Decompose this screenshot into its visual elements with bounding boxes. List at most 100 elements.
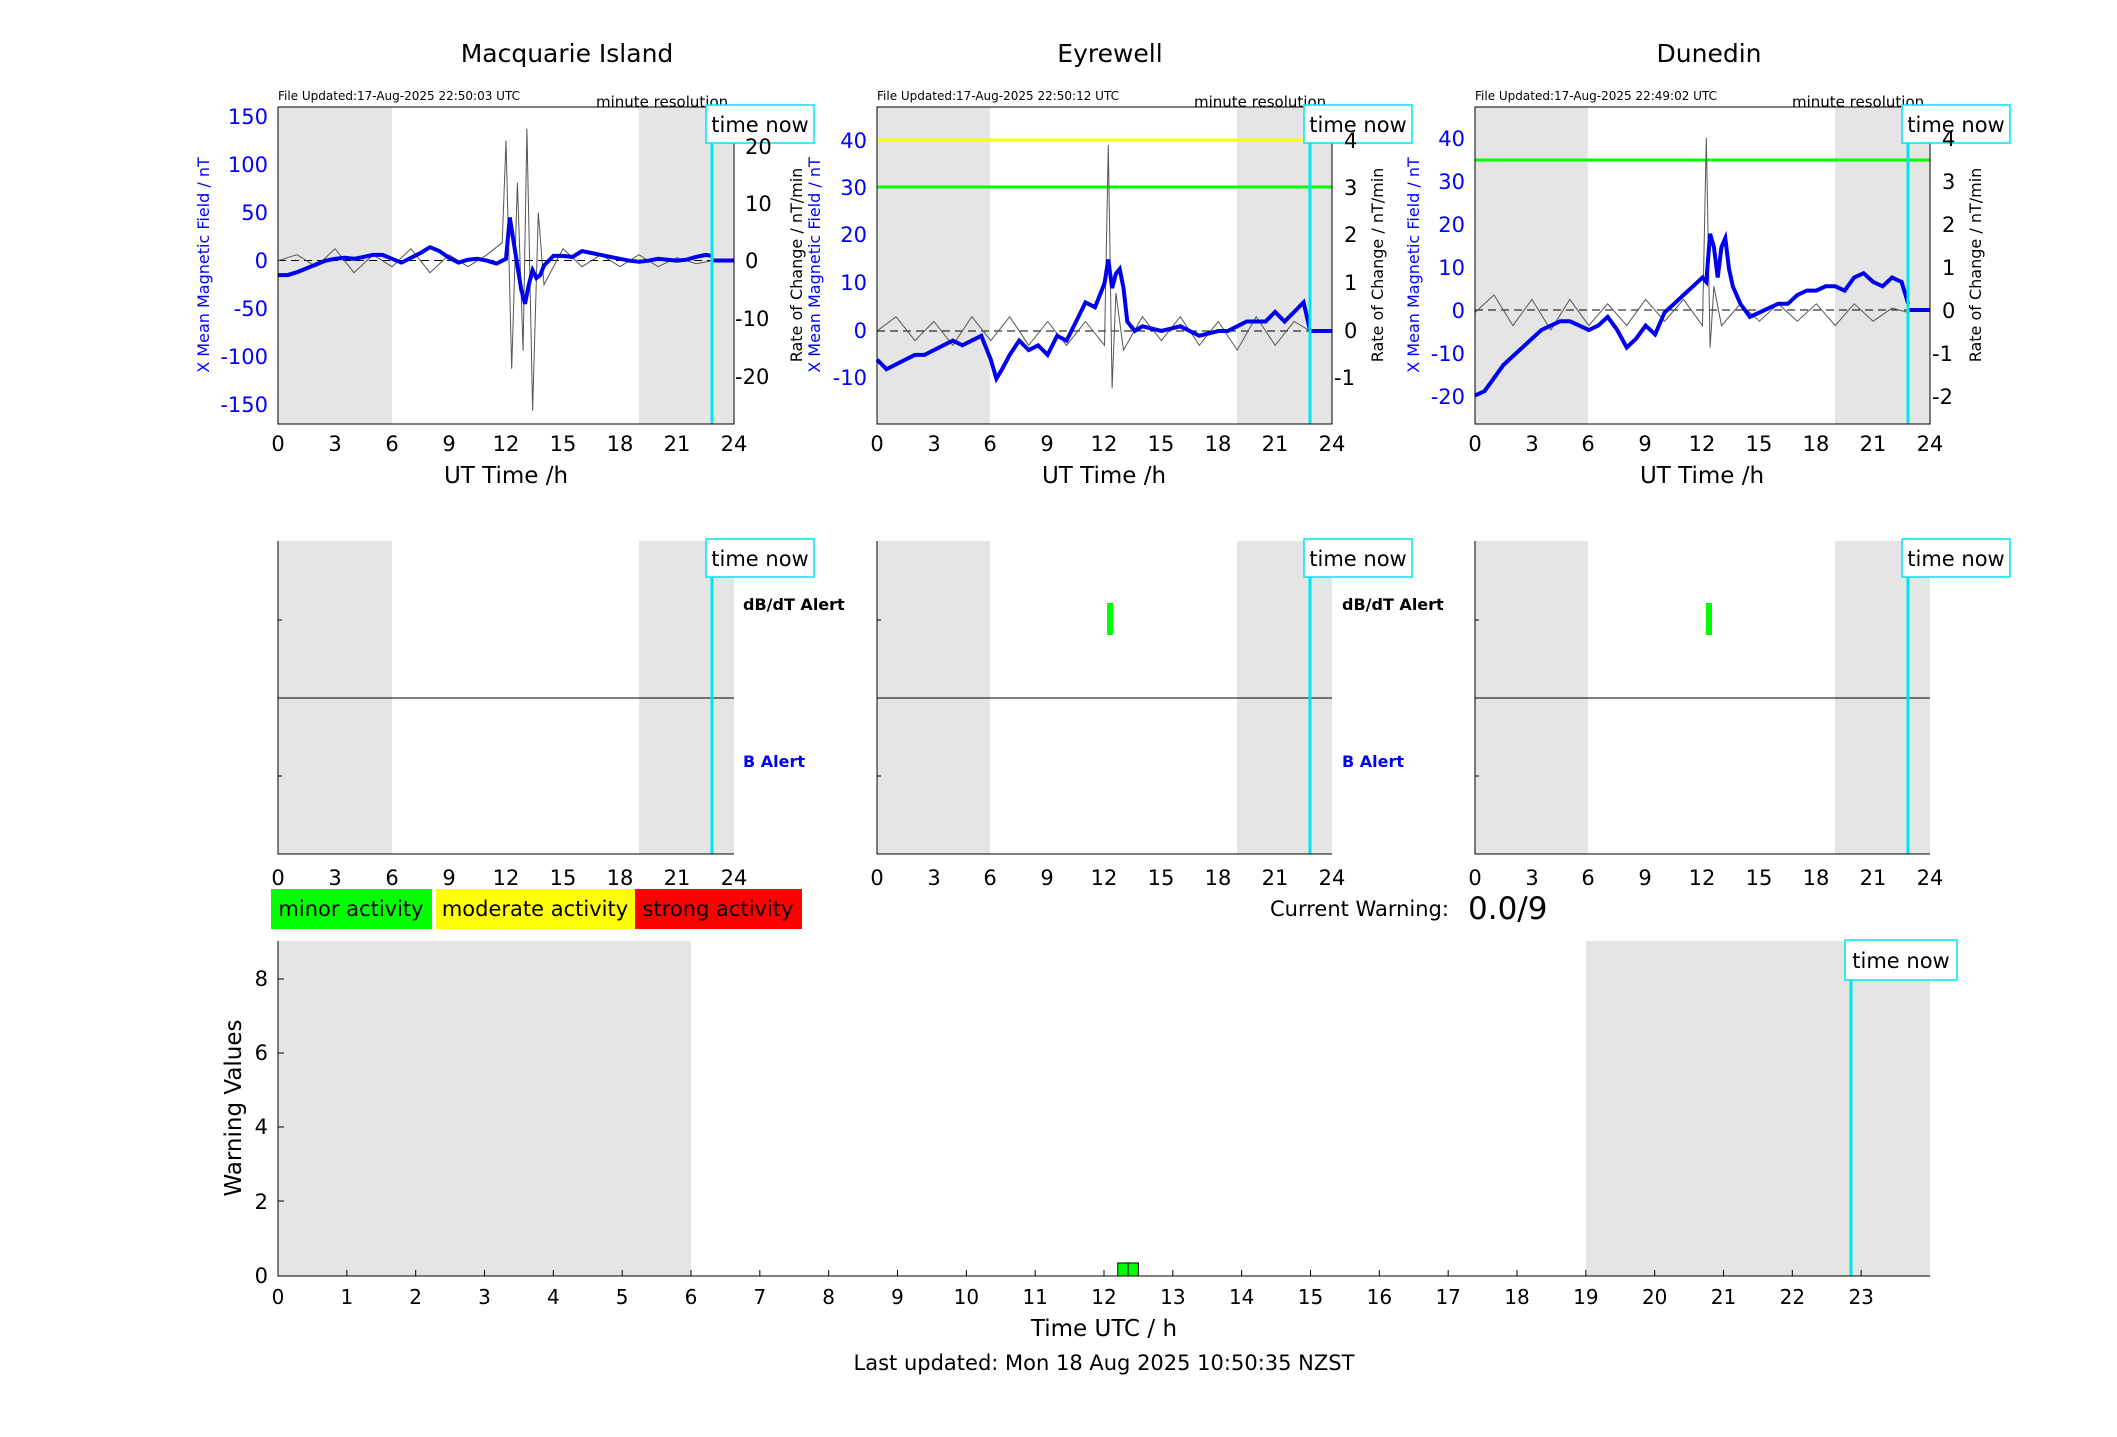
current-warning-value: 0.0/9 [1468, 891, 1547, 927]
x-tick: 19 [1573, 1285, 1598, 1309]
x-tick: 6 [983, 866, 996, 890]
x-tick: 1 [340, 1285, 353, 1309]
left-tick: 100 [228, 153, 268, 177]
x-tick: 16 [1367, 1285, 1392, 1309]
x-tick: 3 [478, 1285, 491, 1309]
x-tick: 10 [954, 1285, 979, 1309]
x-tick: 12 [1091, 866, 1118, 890]
b-alert-label: B Alert [1342, 752, 1404, 771]
left-tick: 0 [255, 249, 268, 273]
dbdt-alert-marker [1107, 603, 1113, 635]
time-now-label: time now [1907, 547, 2004, 571]
right-tick: 20 [745, 135, 772, 159]
x-tick: 9 [891, 1285, 904, 1309]
x-tick: 9 [1040, 866, 1053, 890]
x-tick: 9 [1638, 432, 1651, 456]
alert-left-ticks [877, 619, 881, 777]
plot-frame [876, 106, 1333, 425]
warning-bars [1117, 1262, 1139, 1277]
x-tick: 6 [983, 432, 996, 456]
x-tick: 0 [272, 1285, 285, 1309]
plot-frame [1474, 106, 1931, 425]
right-axis: 4 3 2 1 0 -1 [1334, 129, 1357, 390]
time-now-box: time now [1844, 939, 1958, 981]
left-tick: -50 [234, 297, 268, 321]
x-tick: 3 [1525, 866, 1538, 890]
time-now-box: time now [705, 538, 815, 578]
magnetic-plot: time now 150 100 50 0 -50 -100 -150 X Me… [194, 104, 815, 489]
station-title: Macquarie Island [461, 39, 674, 68]
time-now-box: time now [1901, 104, 2011, 144]
right-tick: 4 [1344, 129, 1357, 153]
y-tick-marks [278, 978, 284, 1277]
right-tick: 10 [745, 192, 772, 216]
station-panel-dunedin: Dunedin File Updated:17-Aug-2025 22:49:0… [1404, 39, 2011, 890]
night-shade-morning [877, 107, 990, 424]
x-tick: 12 [493, 866, 520, 890]
right-tick: 1 [1344, 271, 1357, 295]
file-updated-text: File Updated:17-Aug-2025 22:50:12 UTC [877, 89, 1119, 103]
x-tick: 3 [927, 866, 940, 890]
minor-activity-swatch [271, 889, 432, 929]
x-tick: 24 [1319, 866, 1346, 890]
left-tick: -10 [833, 366, 867, 390]
right-tick: 0 [745, 249, 758, 273]
x-axis: 0 3 6 9 12 15 18 21 24 [870, 432, 1345, 456]
x-tick: 18 [1803, 866, 1830, 890]
x-axis-label: UT Time /h [1640, 463, 1764, 489]
x-tick: 9 [442, 866, 455, 890]
x-tick: 24 [721, 432, 748, 456]
moderate-activity-swatch [436, 889, 635, 929]
station-panel-eyrewell: Eyrewell File Updated:17-Aug-2025 22:50:… [805, 39, 1444, 890]
night-shade-morning [278, 941, 691, 1276]
night-shade-evening [1586, 941, 1930, 1276]
plot-frame [277, 106, 735, 425]
moderate-activity-label: moderate activity [442, 897, 628, 921]
alert-plot: time now dB/dT Alert B Alert 0 3 6 9 12 … [870, 538, 1444, 890]
x-tick: 24 [1319, 432, 1346, 456]
alert-plot: time now dB/dT Alert B Alert 0 3 6 9 12 … [271, 538, 845, 890]
magnetic-plot: time now 40 30 20 10 0 -10 -20 X Mean Ma… [1404, 104, 2011, 489]
activity-legend: minor activity moderate activity strong … [271, 889, 802, 929]
left-tick: 30 [840, 176, 867, 200]
alert-x-axis: 0 3 6 9 12 15 18 21 24 [271, 866, 747, 890]
left-tick: -150 [220, 393, 268, 417]
station-title: Eyrewell [1057, 39, 1162, 68]
time-now-label: time now [711, 547, 808, 571]
x-tick: 6 [385, 432, 398, 456]
right-tick: -10 [735, 307, 769, 331]
x-tick: 12 [493, 432, 520, 456]
time-now-box: time now [1303, 104, 1413, 144]
x-tick: 24 [721, 866, 748, 890]
x-tick: 3 [328, 866, 341, 890]
x-tick: 0 [870, 866, 883, 890]
b-alert-label: B Alert [743, 752, 805, 771]
rate-of-change-line [1474, 137, 1909, 348]
left-axis-label: X Mean Magnetic Field / nT [1404, 157, 1423, 373]
right-axis-label: Rate of Change / nT/min [1966, 168, 1985, 363]
alert-left-ticks [1475, 619, 1479, 777]
x-tick: 12 [1091, 432, 1118, 456]
minor-activity-label: minor activity [278, 897, 423, 921]
left-tick: 10 [840, 271, 867, 295]
alert-left-ticks [278, 619, 282, 777]
x-tick: 9 [442, 432, 455, 456]
time-now-box: time now [1901, 538, 2011, 578]
right-axis-label: Rate of Change / nT/min [1368, 168, 1387, 363]
right-axis: 20 10 0 -10 -20 [735, 135, 772, 389]
dbdt-alert-label: dB/dT Alert [743, 595, 845, 614]
right-axis-label: Rate of Change / nT/min [787, 168, 806, 363]
dbdt-alert-label: dB/dT Alert [1342, 595, 1444, 614]
x-axis-label: UT Time /h [1042, 463, 1166, 489]
time-now-box: time now [705, 104, 815, 144]
y-tick: 0 [255, 1264, 268, 1288]
station-title: Dunedin [1657, 39, 1762, 68]
left-tick: 20 [1438, 213, 1465, 237]
y-tick: 4 [255, 1115, 268, 1139]
x-tick: 15 [1746, 866, 1773, 890]
right-axis: 4 3 2 1 0 -1 -2 [1932, 127, 1955, 409]
left-tick: -20 [1431, 385, 1465, 409]
x-tick: 3 [328, 432, 341, 456]
x-tick: 18 [1504, 1285, 1529, 1309]
